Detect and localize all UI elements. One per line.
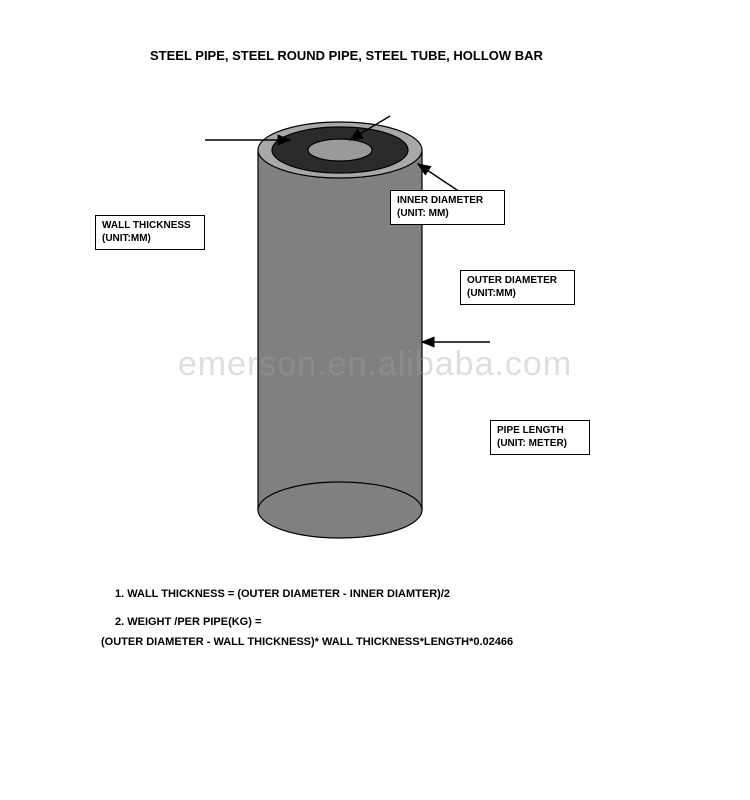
formulas: 1. WALL THICKNESS = (OUTER DIAMETER - IN…: [115, 585, 513, 652]
page-title: STEEL PIPE, STEEL ROUND PIPE, STEEL TUBE…: [150, 48, 543, 63]
label-inner-diameter: INNER DIAMETER (UNIT: MM): [390, 190, 505, 225]
pipe-diagram: WALL THICKNESS (UNIT:MM) INNER DIAMETER …: [0, 90, 750, 560]
formula-2b: (OUTER DIAMETER - WALL THICKNESS)* WALL …: [101, 633, 513, 653]
label-pipe-length: PIPE LENGTH (UNIT: METER): [490, 420, 590, 455]
formula-2a: 2. WEIGHT /PER PIPE(KG) =: [115, 613, 513, 633]
label-outer-diameter: OUTER DIAMETER (UNIT:MM): [460, 270, 575, 305]
formula-1: 1. WALL THICKNESS = (OUTER DIAMETER - IN…: [115, 585, 513, 605]
label-wall-thickness: WALL THICKNESS (UNIT:MM): [95, 215, 205, 250]
pipe-svg: [0, 90, 750, 560]
